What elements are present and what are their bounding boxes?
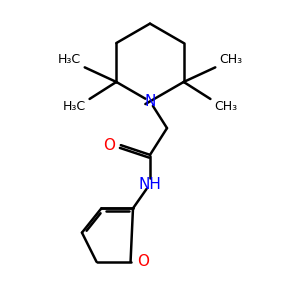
Text: O: O xyxy=(136,254,148,269)
Text: CH₃: CH₃ xyxy=(214,100,237,113)
Text: O: O xyxy=(103,138,115,153)
Text: CH₃: CH₃ xyxy=(219,53,242,66)
Text: N: N xyxy=(144,94,156,109)
Text: H₃C: H₃C xyxy=(63,100,86,113)
Text: NH: NH xyxy=(139,176,161,191)
Text: H₃C: H₃C xyxy=(58,53,81,66)
